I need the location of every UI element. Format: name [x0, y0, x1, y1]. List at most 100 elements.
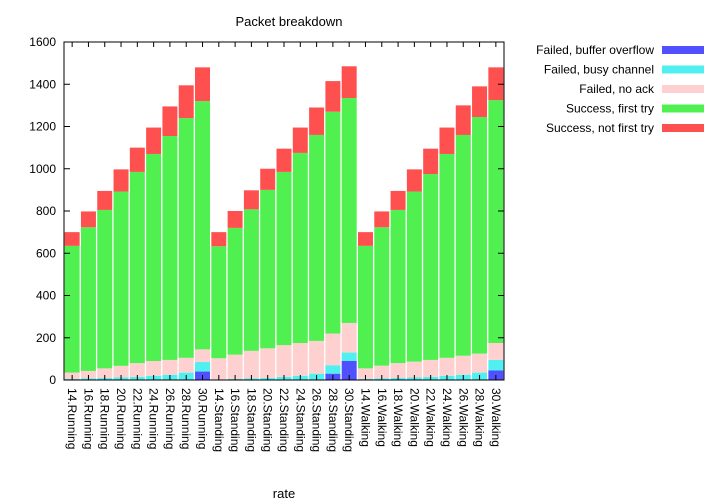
bar-segment [227, 227, 243, 355]
y-tick-label: 600 [36, 246, 56, 260]
legend-label: Failed, no ack [579, 82, 655, 96]
bar-segment [146, 360, 162, 376]
x-axis-ticks: 14.Running 16.Running 18.Running 20.Running… [65, 42, 503, 452]
x-tick-label: 14.Running [65, 388, 79, 449]
bar-segment [64, 245, 80, 373]
x-tick-label: 24.Running [147, 388, 161, 449]
x-tick-label: 20.Walking [407, 388, 421, 447]
x-axis-label: rate [273, 486, 295, 501]
bar-segment [178, 85, 194, 119]
bar-segment [129, 147, 145, 172]
bar-segment [243, 190, 259, 210]
x-tick-label: 16.Walking [375, 388, 389, 447]
bar-segment [211, 358, 227, 380]
x-tick-label: 30.Running [196, 388, 210, 449]
legend-swatch [662, 46, 704, 54]
bar-segment [276, 171, 292, 346]
bar-segment [292, 127, 308, 153]
bar-segment [423, 174, 439, 360]
x-tick-label: 24.Standing [293, 388, 307, 452]
bar-segment [325, 333, 341, 366]
bar-segment [455, 105, 471, 135]
bar-segment [357, 245, 373, 369]
bar-segment [195, 362, 211, 372]
bar-segment [260, 348, 276, 378]
x-tick-label: 22.Running [130, 388, 144, 449]
legend-swatch [662, 124, 704, 132]
bar-segment [472, 353, 488, 373]
x-tick-label: 16.Standing [228, 388, 242, 452]
x-tick-label: 14.Standing [212, 388, 226, 452]
bar-segment [97, 209, 113, 369]
bar-segment [260, 189, 276, 349]
bar-segment [195, 67, 211, 102]
y-tick-label: 1200 [29, 120, 56, 134]
bar-segment [309, 340, 325, 374]
bar-segment [97, 368, 113, 378]
bar-segment [227, 211, 243, 228]
bar-segment [292, 152, 308, 344]
bar-segment [455, 134, 471, 356]
y-tick-label: 200 [36, 331, 56, 345]
x-tick-label: 26.Walking [456, 388, 470, 447]
bar-segment [325, 111, 341, 334]
x-tick-label: 18.Running [98, 388, 112, 449]
bar-segment [113, 191, 129, 366]
bar-segment [195, 349, 211, 363]
bar-segment [488, 343, 504, 360]
bar-segment [406, 169, 422, 192]
bar-segment [97, 190, 113, 210]
y-tick-label: 400 [36, 289, 56, 303]
x-tick-label: 26.Standing [310, 388, 324, 452]
bar-segment [162, 106, 178, 136]
legend-label: Failed, busy channel [544, 63, 654, 77]
x-tick-label: 20.Standing [261, 388, 275, 452]
bar-segment [488, 67, 504, 101]
bar-segment [390, 190, 406, 210]
y-axis-ticks: 0 200 400 600 800 1000 1200 1400 1600 [29, 35, 504, 387]
bar-segment [472, 86, 488, 117]
bar-segment [423, 148, 439, 175]
bar-segment [129, 363, 145, 377]
bar-segment [439, 153, 455, 358]
chart-title: Packet breakdown [236, 14, 343, 29]
bar-segment [162, 136, 178, 360]
bar-segment [439, 357, 455, 376]
bar-segment [243, 350, 259, 379]
bar-segment [341, 97, 357, 323]
bar-segment [390, 363, 406, 378]
x-tick-label: 18.Standing [244, 388, 258, 452]
bar-segment [146, 127, 162, 154]
bar-segment [113, 365, 129, 378]
bar-segment [80, 370, 96, 379]
x-tick-label: 14.Walking [358, 388, 372, 447]
y-tick-label: 1600 [29, 35, 56, 49]
bar-segment [178, 357, 194, 373]
legend-label: Success, not first try [546, 121, 654, 135]
bar-segment [325, 365, 341, 374]
legend-swatch [662, 85, 704, 93]
bar-segment [341, 360, 357, 380]
bar-segment [292, 343, 308, 376]
bar-segment [341, 322, 357, 353]
bar-segment [341, 352, 357, 361]
x-tick-label: 30.Walking [489, 388, 503, 447]
y-tick-label: 800 [36, 204, 56, 218]
x-tick-label: 18.Walking [391, 388, 405, 447]
bar-segment [211, 246, 227, 359]
bar-segment [243, 209, 259, 351]
x-tick-label: 28.Walking [473, 388, 487, 447]
plot-frame [63, 41, 505, 381]
bar-segment [276, 345, 292, 377]
bar-segment [439, 127, 455, 154]
x-tick-label: 24.Walking [440, 388, 454, 447]
legend: Failed, buffer overflow Failed, busy chan… [536, 43, 704, 135]
bars-group [64, 66, 504, 380]
bar-segment [129, 171, 145, 364]
x-tick-label: 30.Standing [342, 388, 356, 452]
legend-swatch [662, 65, 704, 74]
bar-segment [325, 81, 341, 112]
bar-segment [374, 227, 390, 366]
bar-segment [488, 359, 504, 371]
